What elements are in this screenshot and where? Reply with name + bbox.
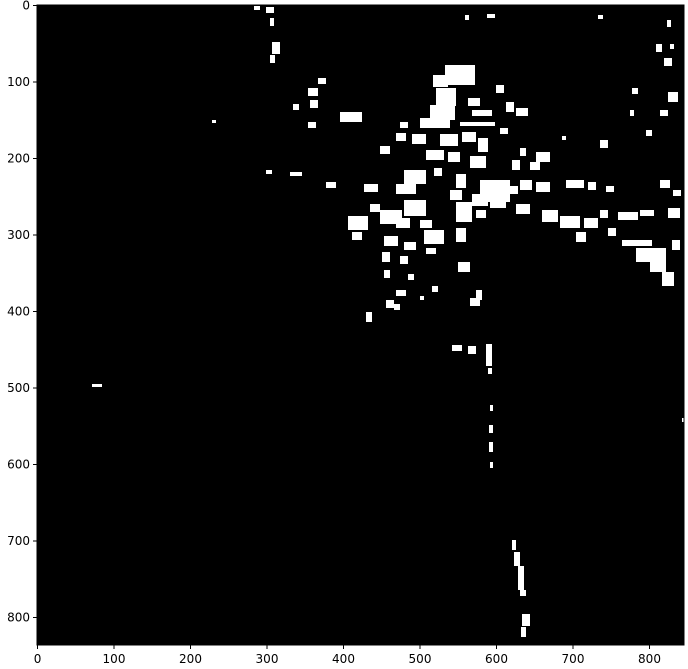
y-tick: 300	[7, 228, 37, 242]
x-tick: 100	[103, 645, 126, 666]
mask-image	[36, 4, 685, 646]
x-tick: 200	[179, 645, 202, 666]
x-tick: 300	[256, 645, 279, 666]
x-tick-label: 500	[409, 652, 432, 666]
x-tick-label: 700	[562, 652, 585, 666]
y-tick: 800	[7, 611, 37, 625]
x-tick: 0	[34, 645, 42, 666]
x-tick-label: 0	[34, 652, 42, 666]
x-tick-label: 600	[485, 652, 508, 666]
y-tick-label: 100	[7, 75, 30, 89]
y-tick: 400	[7, 305, 37, 319]
y-tick-label: 600	[7, 458, 30, 472]
y-tick-label: 300	[7, 228, 30, 242]
x-tick: 500	[409, 645, 432, 666]
x-axis: 0 100 200 300 400 500 600 700	[34, 645, 661, 666]
x-tick-label: 200	[179, 652, 202, 666]
y-tick: 600	[7, 458, 37, 472]
y-tick-label: 500	[7, 381, 30, 395]
y-tick-label: 200	[7, 152, 30, 166]
y-tick: 200	[7, 152, 37, 166]
y-tick-label: 700	[7, 534, 30, 548]
y-tick-label: 800	[7, 611, 30, 625]
y-tick-label: 400	[7, 305, 30, 319]
x-tick-label: 400	[332, 652, 355, 666]
y-tick-label: 0	[22, 0, 30, 13]
x-tick: 800	[638, 645, 661, 666]
image-background	[37, 5, 684, 645]
x-tick: 600	[485, 645, 508, 666]
image-frame	[36, 4, 685, 646]
x-tick-label: 100	[103, 652, 126, 666]
mask-regions	[92, 6, 684, 637]
y-tick: 500	[7, 381, 37, 395]
y-tick: 0	[22, 0, 37, 13]
x-tick-label: 800	[638, 652, 661, 666]
x-tick: 700	[562, 645, 585, 666]
x-tick-label: 300	[256, 652, 279, 666]
y-axis: 0 100 200 300 400 500 600 700	[7, 0, 37, 625]
x-tick: 400	[332, 645, 355, 666]
y-tick: 700	[7, 534, 37, 548]
y-tick: 100	[7, 75, 37, 89]
